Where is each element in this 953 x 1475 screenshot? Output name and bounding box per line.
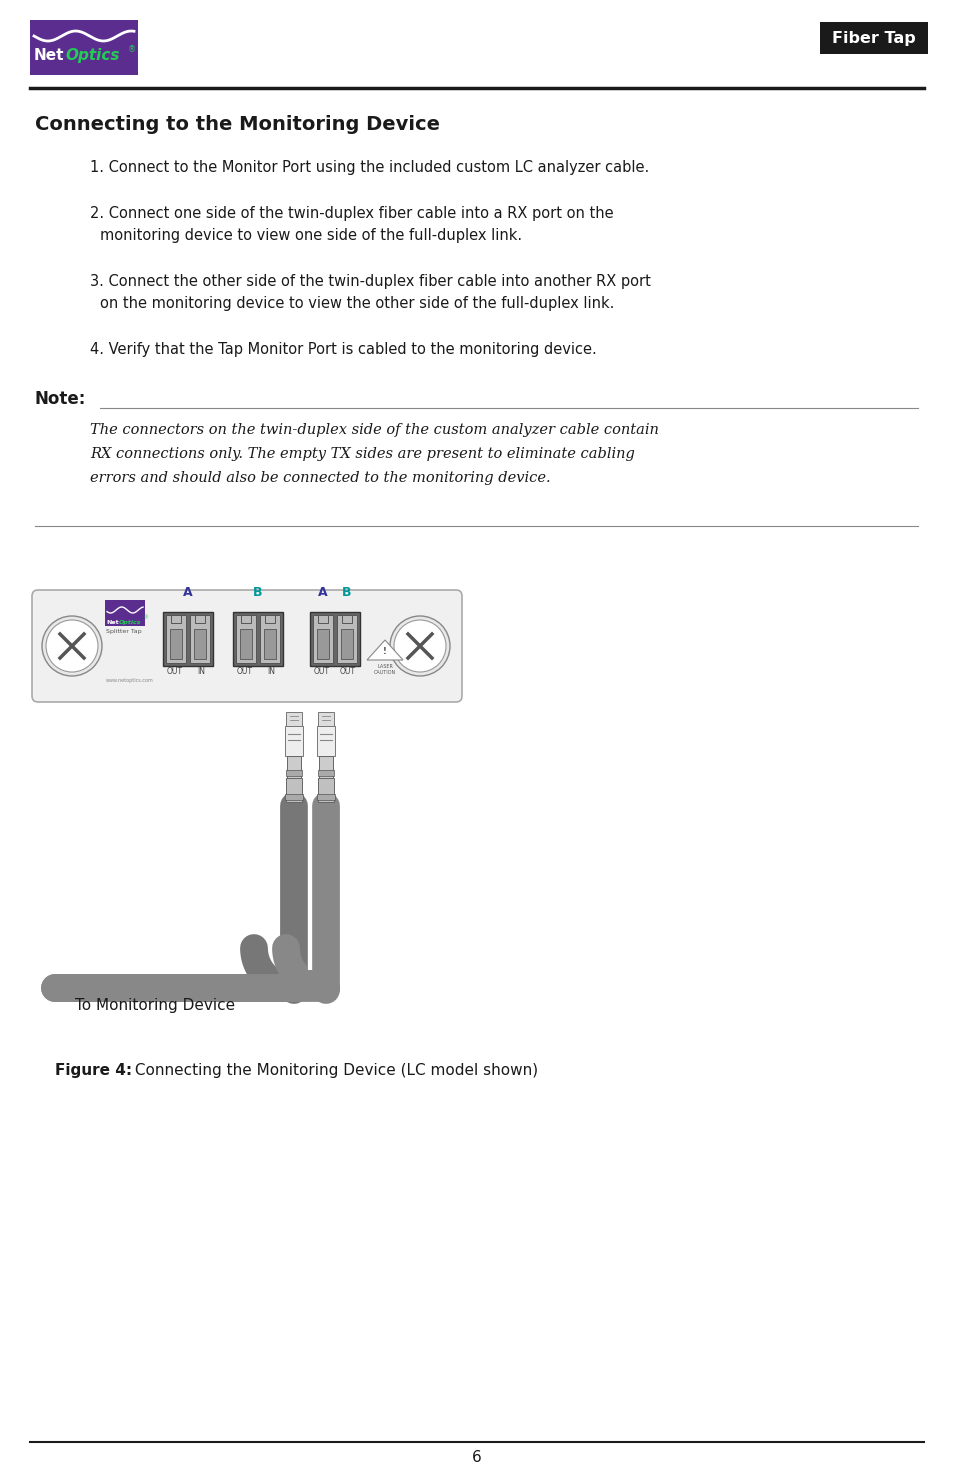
Text: A: A: [183, 586, 193, 599]
FancyBboxPatch shape: [317, 770, 334, 776]
Text: Net: Net: [106, 620, 118, 625]
Text: Figure 4:: Figure 4:: [55, 1063, 132, 1078]
FancyBboxPatch shape: [285, 794, 303, 799]
Text: B: B: [253, 586, 262, 599]
FancyBboxPatch shape: [310, 612, 359, 667]
Text: ®: ®: [143, 615, 148, 619]
Text: To Monitoring Device: To Monitoring Device: [75, 999, 234, 1013]
Text: monitoring device to view one side of the full-duplex link.: monitoring device to view one side of th…: [100, 229, 521, 243]
FancyBboxPatch shape: [340, 628, 353, 659]
Text: OUT: OUT: [236, 667, 253, 676]
FancyBboxPatch shape: [341, 615, 352, 622]
Text: OUT: OUT: [314, 667, 330, 676]
Text: CAUTION: CAUTION: [374, 670, 395, 676]
Text: IN: IN: [196, 667, 205, 676]
Text: RX connections only. The empty TX sides are present to eliminate cabling: RX connections only. The empty TX sides …: [90, 447, 634, 462]
Text: ®: ®: [128, 46, 136, 55]
Circle shape: [390, 617, 450, 676]
FancyBboxPatch shape: [193, 628, 206, 659]
FancyBboxPatch shape: [260, 615, 280, 662]
FancyBboxPatch shape: [313, 615, 333, 662]
Text: Connecting the Monitoring Device (LC model shown): Connecting the Monitoring Device (LC mod…: [130, 1063, 537, 1078]
Text: OUT: OUT: [167, 667, 183, 676]
FancyBboxPatch shape: [264, 628, 275, 659]
Text: 4. Verify that the Tap Monitor Port is cabled to the monitoring device.: 4. Verify that the Tap Monitor Port is c…: [90, 342, 597, 357]
Text: Connecting to the Monitoring Device: Connecting to the Monitoring Device: [35, 115, 439, 134]
Text: on the monitoring device to view the other side of the full-duplex link.: on the monitoring device to view the oth…: [100, 296, 614, 311]
Text: !: !: [383, 648, 387, 656]
FancyBboxPatch shape: [235, 615, 255, 662]
Text: Optics: Optics: [119, 620, 141, 625]
FancyBboxPatch shape: [318, 757, 333, 777]
FancyBboxPatch shape: [241, 615, 251, 622]
FancyBboxPatch shape: [317, 712, 334, 726]
FancyBboxPatch shape: [336, 615, 356, 662]
FancyBboxPatch shape: [105, 600, 145, 625]
FancyBboxPatch shape: [240, 628, 252, 659]
Text: 6: 6: [472, 1450, 481, 1465]
FancyBboxPatch shape: [820, 22, 927, 55]
Circle shape: [46, 620, 98, 673]
FancyBboxPatch shape: [287, 757, 301, 777]
Text: www.netoptics.com: www.netoptics.com: [106, 678, 153, 683]
FancyBboxPatch shape: [316, 628, 329, 659]
Polygon shape: [367, 640, 402, 659]
FancyBboxPatch shape: [171, 615, 181, 622]
FancyBboxPatch shape: [233, 612, 283, 667]
FancyBboxPatch shape: [166, 615, 186, 662]
Text: B: B: [342, 586, 352, 599]
FancyBboxPatch shape: [265, 615, 274, 622]
FancyBboxPatch shape: [286, 777, 302, 802]
Circle shape: [42, 617, 102, 676]
Text: OUT: OUT: [339, 667, 355, 676]
Circle shape: [394, 620, 446, 673]
Text: LASER: LASER: [376, 664, 393, 670]
Text: 2. Connect one side of the twin-duplex fiber cable into a RX port on the: 2. Connect one side of the twin-duplex f…: [90, 207, 613, 221]
Text: Fiber Tap: Fiber Tap: [831, 31, 915, 46]
Text: 3. Connect the other side of the twin-duplex fiber cable into another RX port: 3. Connect the other side of the twin-du…: [90, 274, 650, 289]
FancyBboxPatch shape: [285, 726, 303, 757]
Text: errors and should also be connected to the monitoring device.: errors and should also be connected to t…: [90, 471, 550, 485]
FancyBboxPatch shape: [317, 615, 328, 622]
FancyBboxPatch shape: [286, 712, 302, 726]
FancyBboxPatch shape: [30, 21, 138, 75]
FancyBboxPatch shape: [316, 726, 335, 757]
Text: The connectors on the twin-duplex side of the custom analyzer cable contain: The connectors on the twin-duplex side o…: [90, 423, 659, 437]
FancyBboxPatch shape: [170, 628, 182, 659]
FancyBboxPatch shape: [32, 590, 461, 702]
FancyBboxPatch shape: [317, 777, 334, 802]
FancyBboxPatch shape: [190, 615, 210, 662]
FancyBboxPatch shape: [194, 615, 205, 622]
Text: A: A: [318, 586, 328, 599]
FancyBboxPatch shape: [286, 770, 302, 776]
Text: Splitter Tap: Splitter Tap: [106, 628, 141, 634]
Text: Note:: Note:: [35, 389, 87, 409]
Text: Optics: Optics: [65, 49, 119, 63]
Text: Net: Net: [34, 49, 65, 63]
FancyBboxPatch shape: [163, 612, 213, 667]
Text: 1. Connect to the Monitor Port using the included custom LC analyzer cable.: 1. Connect to the Monitor Port using the…: [90, 159, 649, 176]
Text: IN: IN: [267, 667, 274, 676]
FancyBboxPatch shape: [316, 794, 335, 799]
